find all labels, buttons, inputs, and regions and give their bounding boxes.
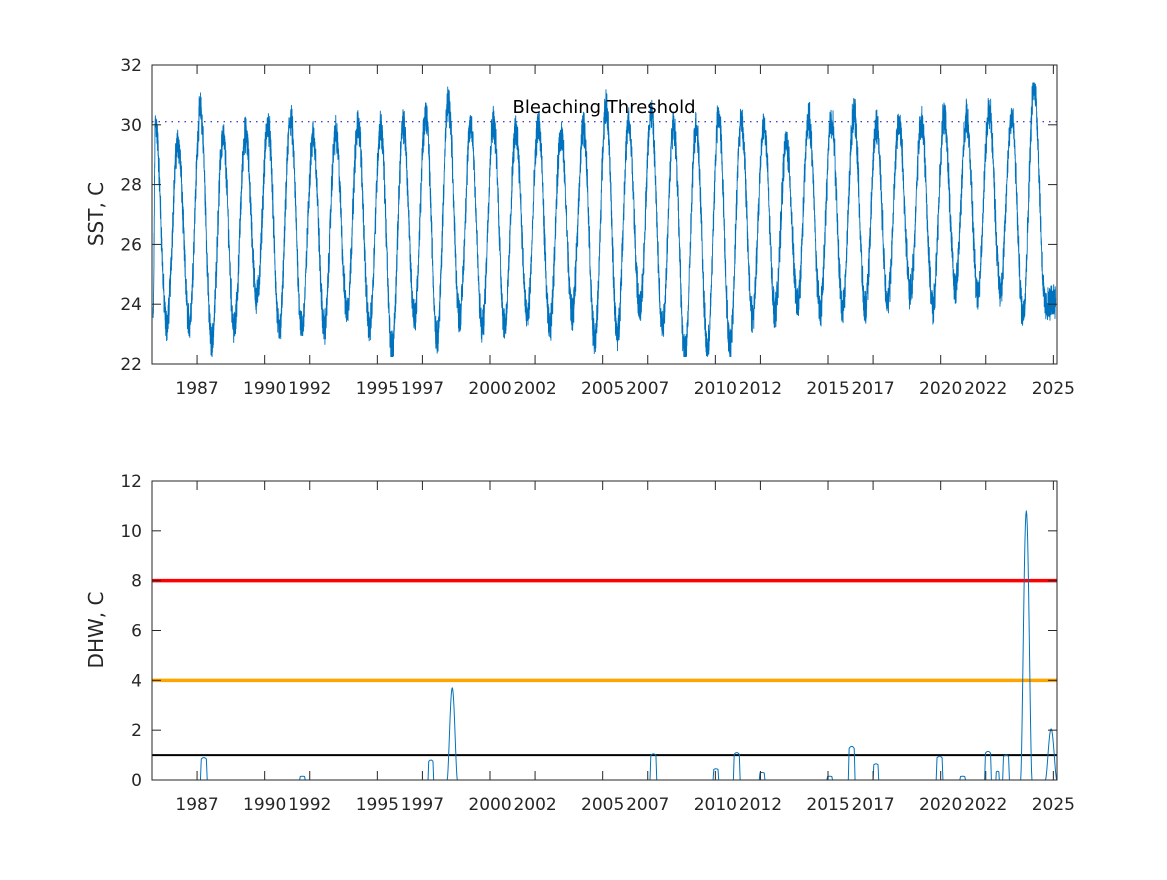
sst-y-tick-label: 24 [120, 295, 142, 315]
dhw-axes: 0 2 4 6 8 10 12 1987 1990 1992 1995 1997 2000 2002 20… [84, 472, 1075, 815]
sst-x-tick-label: 2007 [626, 379, 669, 399]
dhw-x-tick-label: 2005 [581, 795, 624, 815]
dhw-x-tick-label: 2010 [694, 795, 737, 815]
sst-y-tick-label: 26 [120, 235, 142, 255]
sst-y-tick-label: 32 [120, 56, 142, 76]
dhw-x-tick-label: 1992 [288, 795, 331, 815]
dhw-y-ticks: 0 2 4 6 8 10 12 [120, 472, 1057, 791]
dhw-x-tick-label: 2012 [739, 795, 782, 815]
sst-y-ticks: 22 24 26 28 30 32 [120, 56, 1057, 375]
dhw-x-tick-label: 2022 [964, 795, 1007, 815]
sst-axes-box [151, 64, 1058, 365]
sst-x-tick-label: 2025 [1032, 379, 1075, 399]
dhw-x-ticks: 1987 1990 1992 1995 1997 2000 2002 2005 2007 2010… [175, 481, 1075, 815]
dhw-x-tick-label: 1995 [356, 795, 399, 815]
sst-x-tick-label: 2022 [964, 379, 1007, 399]
dhw-y-tick-label: 6 [131, 622, 142, 642]
dhw-reference-lines [152, 578, 1057, 757]
sst-x-tick-label: 2010 [694, 379, 737, 399]
dhw-x-tick-label: 2017 [851, 795, 894, 815]
dhw-x-tick-label: 2025 [1032, 795, 1075, 815]
sst-x-tick-label: 1997 [401, 379, 444, 399]
dhw-y-axis-label: DHW, C [84, 592, 108, 669]
sst-series-group [152, 82, 1057, 357]
dhw-x-tick-label: 1987 [175, 795, 218, 815]
dhw-plot-area [152, 481, 1057, 780]
sst-x-tick-label: 1990 [243, 379, 286, 399]
sst-x-tick-label: 2017 [851, 379, 894, 399]
sst-x-tick-label: 1992 [288, 379, 331, 399]
sst-x-tick-label: 2000 [468, 379, 511, 399]
sst-x-tick-label: 2002 [513, 379, 556, 399]
dhw-x-tick-label: 2015 [806, 795, 849, 815]
sst-x-tick-label: 1995 [356, 379, 399, 399]
dhw-x-tick-label: 2007 [626, 795, 669, 815]
sst-x-tick-label: 2005 [581, 379, 624, 399]
sst-y-axis-label: SST, C [84, 182, 108, 246]
dhw-y-tick-label: 4 [131, 671, 142, 691]
dhw-y-tick-label: 8 [131, 572, 142, 592]
sst-y-tick-label: 28 [120, 176, 142, 196]
dhw-x-tick-label: 1990 [243, 795, 286, 815]
sst-series-line [152, 82, 1057, 357]
sst-x-tick-label: 2015 [806, 379, 849, 399]
sst-x-ticks: 1987 1990 1992 1995 1997 2000 2002 2005 2007 2010… [175, 65, 1075, 399]
dhw-y-tick-label: 10 [120, 522, 142, 542]
sst-x-tick-label: 2012 [739, 379, 782, 399]
sst-y-tick-label: 30 [120, 116, 142, 136]
dhw-x-tick-label: 2000 [468, 795, 511, 815]
dhw-y-tick-label: 12 [120, 472, 142, 492]
bleaching-threshold-label: Bleaching Threshold [512, 97, 695, 118]
sst-x-tick-label: 1987 [175, 379, 218, 399]
dhw-y-tick-label: 0 [131, 771, 142, 791]
dhw-x-tick-label: 1997 [401, 795, 444, 815]
sst-y-tick-label: 22 [120, 355, 142, 375]
sst-x-tick-label: 2020 [919, 379, 962, 399]
dhw-x-tick-label: 2002 [513, 795, 556, 815]
dhw-x-tick-label: 2020 [919, 795, 962, 815]
dhw-y-tick-label: 2 [131, 721, 142, 741]
